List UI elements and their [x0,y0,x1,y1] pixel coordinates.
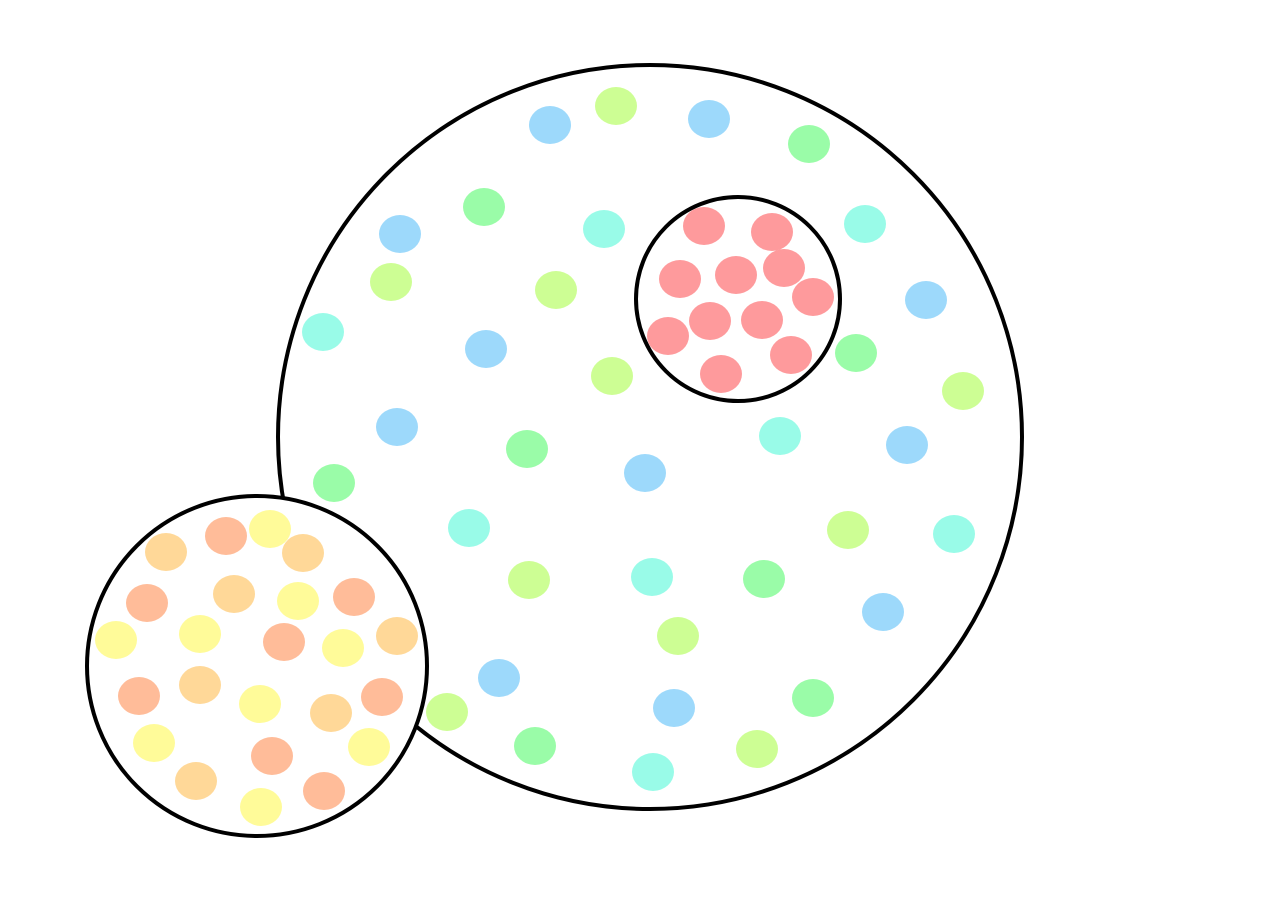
blue-dot [886,426,928,464]
yellow-dot [322,629,364,667]
red-dot [689,302,731,340]
green-dot [835,334,877,372]
yellow-dot [249,510,291,548]
light-orange-dot [376,617,418,655]
light-orange-dot [213,575,255,613]
large-group-dots [302,87,984,791]
red-dot [792,278,834,316]
blue-dot [529,106,571,144]
cyan-dot [302,313,344,351]
cyan-dot [448,509,490,547]
blue-dot [376,408,418,446]
lime-dot [535,271,577,309]
blue-dot [653,689,695,727]
light-orange-dot [179,666,221,704]
red-dot [741,301,783,339]
yellow-dot [95,621,137,659]
lime-dot [595,87,637,125]
lime-dot [508,561,550,599]
orange-dot [118,677,160,715]
yellow-dot [240,788,282,826]
blue-dot [624,454,666,492]
cyan-dot [844,205,886,243]
cyan-dot [933,515,975,553]
red-subgroup [634,195,842,403]
warm-group-dots [95,510,418,826]
orange-dot [126,584,168,622]
red-dot [700,355,742,393]
orange-dot [251,737,293,775]
light-orange-dot [310,694,352,732]
lime-dot [591,357,633,395]
lime-dot [827,511,869,549]
red-dot [763,249,805,287]
lime-dot [657,617,699,655]
lime-dot [370,263,412,301]
red-dot [647,317,689,355]
large-group-circle [276,63,1024,811]
red-subgroup-dots [647,207,834,393]
red-dot [659,260,701,298]
large-group [276,63,1024,811]
orange-dot [205,517,247,555]
green-dot [506,430,548,468]
cyan-dot [759,417,801,455]
lime-dot [736,730,778,768]
orange-dot [333,578,375,616]
light-orange-dot [282,534,324,572]
green-dot [463,188,505,226]
light-orange-dot [175,762,217,800]
warm-group [85,494,429,838]
green-dot [743,560,785,598]
blue-dot [862,593,904,631]
orange-dot [303,772,345,810]
green-dot [788,125,830,163]
warm-group-circle [85,494,429,838]
green-dot [792,679,834,717]
cyan-dot [583,210,625,248]
red-dot [715,256,757,294]
orange-dot [263,623,305,661]
blue-dot [688,100,730,138]
yellow-dot [179,615,221,653]
yellow-dot [133,724,175,762]
cyan-dot [631,558,673,596]
blue-dot [478,659,520,697]
red-dot [683,207,725,245]
blue-dot [465,330,507,368]
yellow-dot [348,728,390,766]
light-orange-dot [145,533,187,571]
lime-dot [426,693,468,731]
blue-dot [379,215,421,253]
green-dot [313,464,355,502]
red-dot [770,336,812,374]
yellow-dot [239,685,281,723]
green-dot [514,727,556,765]
red-dot [751,213,793,251]
orange-dot [361,678,403,716]
cyan-dot [632,753,674,791]
lime-dot [942,372,984,410]
blue-dot [905,281,947,319]
yellow-dot [277,582,319,620]
